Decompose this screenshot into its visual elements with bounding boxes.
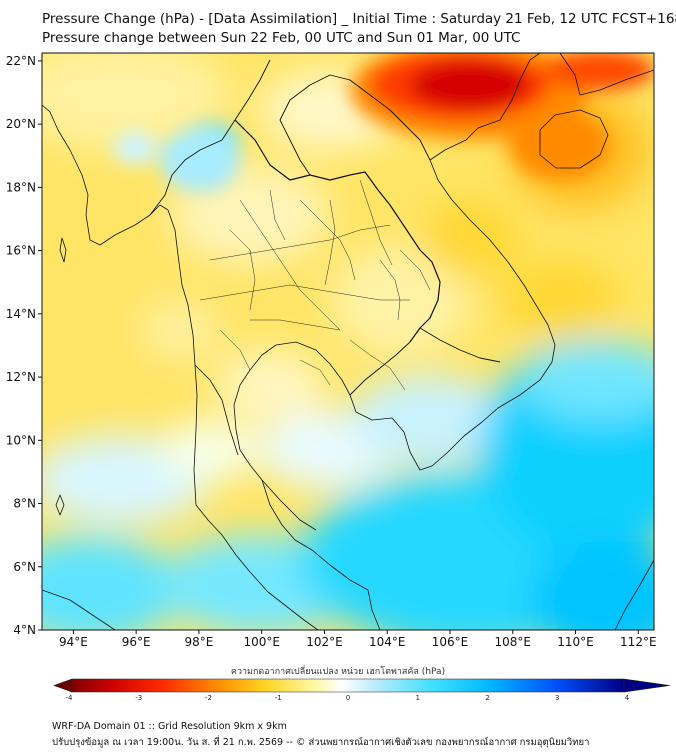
pressure-field xyxy=(42,53,654,630)
latitude-axis: 22°N 20°N 18°N 16°N 14°N 12°N 10°N 8°N 6°N 4°N xyxy=(6,54,42,637)
map-frame xyxy=(41,52,655,631)
colorbar: -4 -3 -2 -1 0 1 2 3 4 xyxy=(53,678,671,702)
colorbar-ticks: -4 -3 -2 -1 0 1 2 3 4 xyxy=(66,694,630,702)
lat-tick-label: 6°N xyxy=(13,560,36,574)
lon-tick-label: 96°E xyxy=(122,635,151,649)
chart-title: Pressure Change (hPa) - [Data Assimilati… xyxy=(42,11,676,27)
lat-tick-label: 12°N xyxy=(6,370,36,384)
lon-tick-label: 112°E xyxy=(620,635,657,649)
colorbar-tick-label: 2 xyxy=(485,694,489,702)
lon-tick-label: 102°E xyxy=(306,635,343,649)
lon-tick-label: 100°E xyxy=(243,635,280,649)
lat-tick-label: 10°N xyxy=(6,433,36,447)
colorbar-tick-label: 0 xyxy=(346,694,350,702)
longitude-axis: 94°E 96°E 98°E 100°E 102°E 104°E 106°E 108°E 110… xyxy=(59,630,657,649)
lon-tick-label: 104°E xyxy=(369,635,406,649)
lat-tick-label: 18°N xyxy=(6,180,36,194)
chart-subtitle: Pressure change between Sun 22 Feb, 00 U… xyxy=(42,30,521,46)
footer-update-info: ปรับปรุงข้อมูล ณ เวลา 19:00น. วัน ส. ที่… xyxy=(52,737,590,748)
lat-tick-label: 16°N xyxy=(6,244,36,258)
lon-tick-label: 98°E xyxy=(184,635,213,649)
colorbar-tick-label: -4 xyxy=(66,694,74,702)
lon-tick-label: 106°E xyxy=(432,635,469,649)
colorbar-tick-label: 1 xyxy=(416,694,420,702)
footer-model-info: WRF-DA Domain 01 :: Grid Resolution 9km … xyxy=(52,721,287,732)
lat-tick-label: 20°N xyxy=(6,117,36,131)
colorbar-title: ความกดอากาศเปลี่ยนแปลง หน่วย เฮกโตพาสคัล… xyxy=(230,667,446,677)
lat-tick-label: 14°N xyxy=(6,307,36,321)
colorbar-tick-label: -1 xyxy=(275,694,282,702)
colorbar-tick-label: 4 xyxy=(625,694,630,702)
colorbar-tick-label: 3 xyxy=(555,694,559,702)
lon-tick-label: 94°E xyxy=(59,635,88,649)
coastline-borders xyxy=(42,53,654,630)
lat-tick-label: 8°N xyxy=(13,497,36,511)
colorbar-tick-label: -3 xyxy=(135,694,142,702)
lat-tick-label: 4°N xyxy=(13,623,36,637)
colorbar-tick-label: -2 xyxy=(205,694,212,702)
lat-tick-label: 22°N xyxy=(6,54,36,68)
lon-tick-label: 108°E xyxy=(495,635,532,649)
lon-tick-label: 110°E xyxy=(557,635,594,649)
